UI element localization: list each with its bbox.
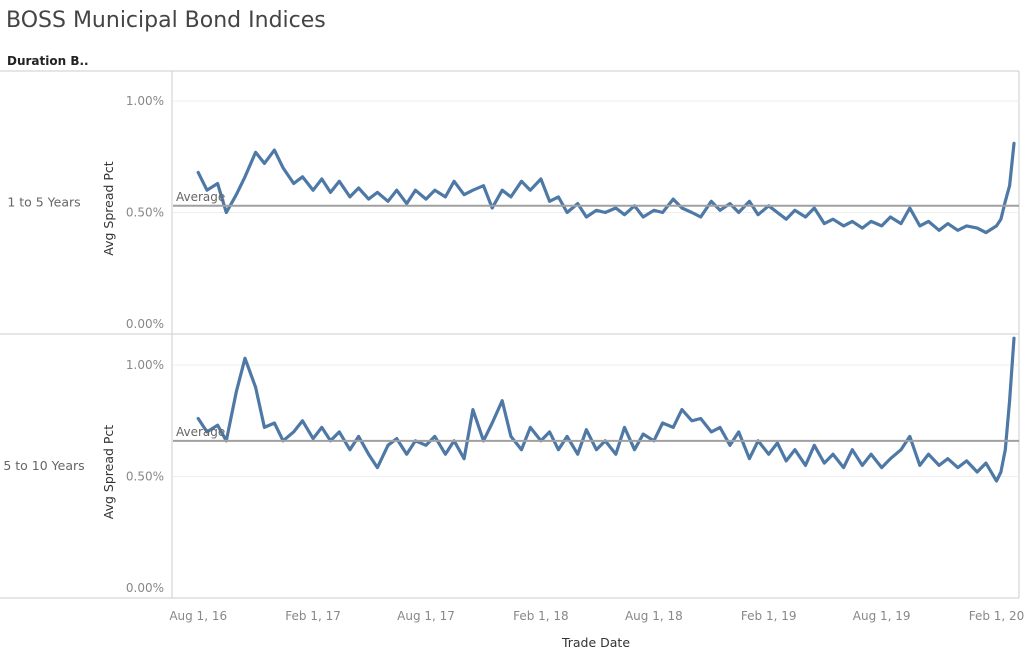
y-tick-label: 1.00%	[126, 94, 164, 108]
page-title: BOSS Municipal Bond Indices	[6, 8, 326, 33]
average-label: Average	[176, 190, 225, 204]
series-line	[196, 336, 1016, 483]
panel-2: 0.00% 0.50% 1.00% 5 to 10 Years Avg Spread P…	[3, 336, 1019, 595]
x-tick-label: Feb 1, 17	[285, 609, 341, 623]
x-tick-label: Feb 1, 19	[741, 609, 797, 623]
row-label: 5 to 10 Years	[3, 458, 84, 473]
x-tick-label: Aug 1, 18	[625, 609, 683, 623]
chart-panels: 0.00% 0.50% 1.00% 1 to 5 Years Avg Spread Pc…	[3, 94, 1019, 595]
average-label: Average	[176, 425, 225, 439]
x-axis-title: Trade Date	[561, 635, 630, 650]
panel-1: 0.00% 0.50% 1.00% 1 to 5 Years Avg Spread Pc…	[7, 94, 1019, 331]
y-tick-label: 0.00%	[126, 317, 164, 331]
y-axis-title: Avg Spread Pct	[101, 161, 116, 256]
x-tick-label: Aug 1, 19	[853, 609, 911, 623]
x-tick-label: Feb 1, 18	[513, 609, 569, 623]
x-tick-label: Feb 1, 20	[969, 609, 1024, 623]
row-label: 1 to 5 Years	[7, 195, 80, 210]
y-tick-label: 0.00%	[126, 581, 164, 595]
column-header: Duration B..	[7, 54, 89, 68]
y-axis-title: Avg Spread Pct	[101, 425, 116, 520]
y-tick-label: 0.50%	[126, 470, 164, 484]
y-tick-label: 0.50%	[126, 206, 164, 220]
series-line	[196, 141, 1016, 235]
x-axis: Aug 1, 16 Feb 1, 17 Aug 1, 17 Feb 1, 18 Aug …	[169, 609, 1024, 650]
y-tick-label: 1.00%	[126, 358, 164, 372]
chart-frame	[0, 70, 1020, 599]
x-tick-label: Aug 1, 16	[169, 609, 227, 623]
x-tick-label: Aug 1, 17	[397, 609, 455, 623]
